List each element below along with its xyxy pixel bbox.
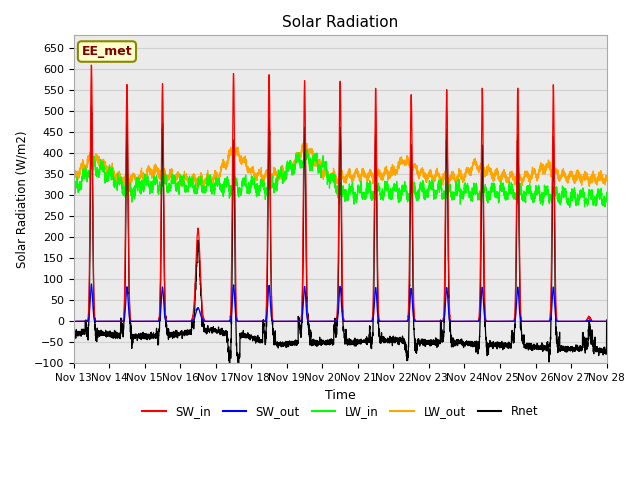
Line: Rnet: Rnet: [74, 106, 607, 369]
SW_in: [333, 319, 340, 324]
SW_out: [430, 318, 438, 324]
LW_in: [166, 188, 173, 193]
SW_in: [70, 318, 77, 324]
LW_out: [602, 174, 610, 180]
Title: Solar Radiation: Solar Radiation: [282, 15, 398, 30]
SW_out: [602, 318, 610, 324]
LW_out: [321, 168, 328, 174]
LW_out: [193, 184, 200, 190]
SW_out: [603, 318, 611, 324]
SW_out: [460, 318, 467, 324]
SW_out: [321, 318, 328, 324]
SW_in: [430, 318, 438, 324]
Rnet: [430, 337, 438, 343]
Rnet: [88, 103, 95, 108]
SW_out: [70, 318, 77, 324]
Line: LW_in: LW_in: [74, 144, 607, 207]
SW_out: [490, 318, 498, 324]
LW_in: [490, 182, 497, 188]
Rnet: [70, 326, 77, 332]
SW_in: [490, 318, 498, 324]
LW_out: [490, 171, 498, 177]
SW_out: [166, 318, 173, 324]
Rnet: [166, 334, 173, 339]
LW_out: [166, 170, 173, 176]
Rnet: [490, 342, 498, 348]
SW_out: [163, 318, 170, 324]
Line: SW_out: SW_out: [74, 284, 607, 321]
LW_in: [430, 192, 438, 198]
Rnet: [460, 345, 467, 350]
LW_in: [602, 195, 610, 201]
Rnet: [321, 340, 328, 346]
LW_in: [603, 190, 611, 195]
SW_in: [602, 318, 610, 324]
Rnet: [603, 317, 611, 323]
LW_in: [460, 190, 467, 196]
Rnet: [602, 348, 610, 353]
X-axis label: Time: Time: [324, 389, 355, 402]
LW_in: [301, 141, 309, 146]
SW_in: [460, 318, 467, 324]
Line: LW_out: LW_out: [74, 140, 607, 187]
Rnet: [234, 366, 242, 372]
SW_in: [603, 318, 611, 324]
LW_out: [460, 176, 467, 182]
SW_out: [88, 281, 95, 287]
LW_in: [70, 186, 77, 192]
LW_out: [70, 176, 77, 181]
Legend: SW_in, SW_out, LW_in, LW_out, Rnet: SW_in, SW_out, LW_in, LW_out, Rnet: [138, 401, 543, 423]
Text: EE_met: EE_met: [82, 45, 132, 58]
Line: SW_in: SW_in: [74, 65, 607, 322]
LW_out: [603, 174, 611, 180]
SW_in: [320, 318, 328, 324]
LW_in: [566, 204, 573, 210]
LW_out: [430, 179, 438, 185]
LW_in: [320, 160, 328, 166]
LW_out: [300, 137, 308, 143]
Y-axis label: Solar Radiation (W/m2): Solar Radiation (W/m2): [15, 131, 28, 268]
SW_in: [88, 62, 95, 68]
SW_in: [166, 318, 173, 324]
